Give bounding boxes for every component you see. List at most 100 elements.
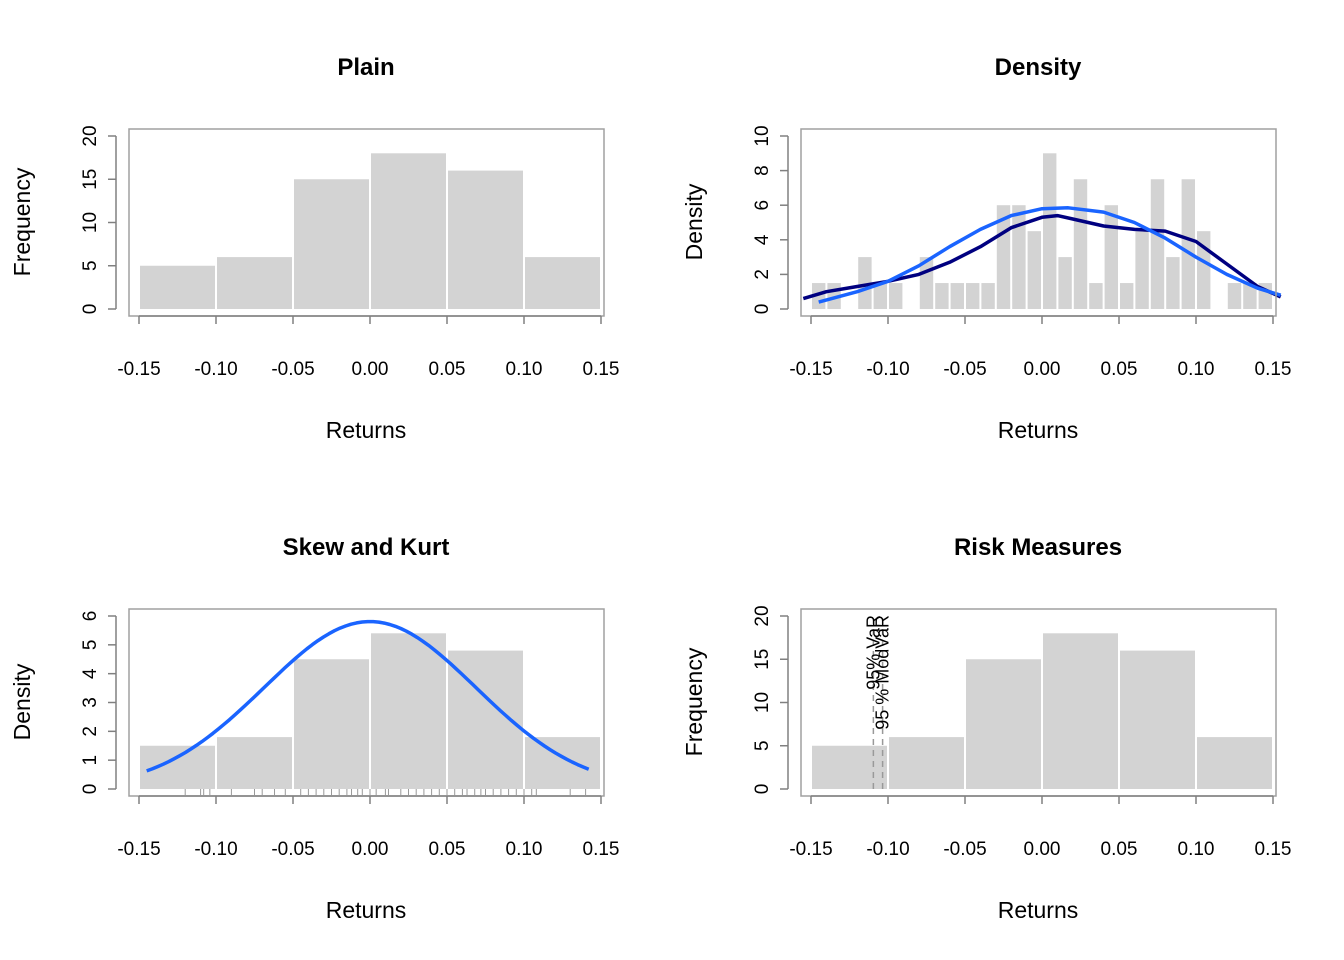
bar [889,737,964,789]
y-tick-label: 8 [752,165,773,176]
x-tick-label: 0.05 [1101,839,1138,860]
y-axis-label: Density [681,183,707,260]
chart-title: Risk Measures [954,534,1122,561]
y-tick-label: 4 [752,234,773,245]
x-tick-label: -0.10 [194,839,237,860]
x-axis-label: Returns [998,417,1079,443]
bar [1120,283,1134,309]
x-tick-label: 0.10 [1178,839,1215,860]
y-tick-label: 5 [80,640,101,651]
x-tick-label: 0.15 [583,359,620,380]
x-tick-label: -0.05 [271,839,314,860]
bar [1058,257,1072,309]
bar [448,170,523,309]
bar [966,283,980,309]
bars [812,633,1272,789]
x-axis: -0.15 -0.10 -0.05 0.00 0.05 0.10 0.15 [789,315,1291,380]
bar [935,283,949,309]
y-tick-label: 6 [752,200,773,211]
y-axis: 0 5 10 15 20 [80,125,117,315]
x-tick-label: -0.15 [117,359,160,380]
bar [1227,283,1242,309]
y-tick-label: 4 [80,668,101,679]
bar [1150,179,1165,309]
y-tick-label: 5 [80,260,101,271]
y-axis-label: Frequency [681,647,707,756]
y-tick-label: 3 [80,697,101,708]
bar [217,257,292,309]
bar [1073,179,1088,309]
chart-title: Density [995,54,1082,81]
bar [1120,650,1195,789]
x-tick-label: 0.15 [1255,839,1292,860]
x-tick-label: -0.10 [194,359,237,380]
y-tick-label: 2 [80,726,101,737]
panel-density: Density -0.15 -0.10 -0.05 0.00 0.05 0.10 0.15 0 2… [681,54,1291,443]
x-axis-label: Returns [326,897,407,923]
x-tick-label: 0.05 [429,839,466,860]
y-tick-label: 20 [752,605,773,626]
bar [371,633,446,789]
x-axis: -0.15 -0.10 -0.05 0.00 0.05 0.10 0.15 [789,795,1292,860]
bar [873,283,887,309]
x-tick-label: 0.00 [1024,839,1061,860]
x-tick-label: 0.10 [506,359,543,380]
x-axis: -0.15 -0.10 -0.05 0.00 0.05 0.10 0.15 [117,315,620,380]
bar [981,283,995,309]
bar [858,257,872,309]
x-tick-label: 0.10 [506,839,543,860]
y-tick-label: 10 [752,125,773,146]
y-tick-label: 2 [752,269,773,280]
bar [812,745,887,789]
bar [294,659,369,789]
bar [1027,231,1041,309]
chart-title: Skew and Kurt [283,534,450,561]
y-axis: 0 5 10 15 20 [752,605,789,795]
y-tick-label: 10 [80,212,101,233]
y-tick-label: 6 [80,611,101,622]
bar [1012,205,1026,309]
bar [966,659,1041,789]
y-tick-label: 0 [80,304,101,315]
panel-plain: Plain -0.15 -0.10 -0.05 0.00 0.05 0.10 0.15 0 5 10… [9,54,619,443]
y-axis-label: Frequency [9,167,35,276]
bar [950,283,964,309]
x-tick-label: -0.10 [866,839,909,860]
bar [1197,737,1272,789]
y-axis: 0 2 4 6 8 10 [752,125,789,315]
rug [184,789,587,795]
bar [1043,633,1118,789]
bars [140,153,600,309]
y-tick-label: 1 [80,755,101,766]
y-tick-label: 0 [752,304,773,315]
bar [525,737,600,789]
y-tick-label: 0 [80,784,101,795]
bars [140,633,600,789]
y-tick-label: 5 [752,740,773,751]
var-label: 95 % ModVaR [873,615,893,730]
bar [1243,283,1257,309]
y-tick-label: 0 [752,784,773,795]
y-tick-label: 10 [752,692,773,713]
x-tick-label: 0.00 [1024,359,1061,380]
x-tick-label: -0.10 [866,359,909,380]
x-tick-label: 0.00 [352,359,389,380]
x-tick-label: 0.15 [583,839,620,860]
bar [1089,283,1103,309]
x-tick-label: -0.15 [789,839,832,860]
y-tick-label: 15 [752,649,773,670]
chart-title: Plain [337,54,394,81]
x-axis-label: Returns [998,897,1079,923]
panel-skew-and-kurt: Skew and Kurt -0.15 -0.10 -0.05 0.00 0.05 0.10… [9,534,619,923]
bar [140,265,215,309]
series-line [146,619,590,773]
bar [1043,153,1057,309]
bar [217,737,292,789]
x-tick-label: 0.05 [429,359,466,380]
bar [1166,257,1180,309]
x-tick-label: -0.05 [943,839,986,860]
x-tick-label: 0.05 [1101,359,1138,380]
x-tick-label: -0.05 [271,359,314,380]
